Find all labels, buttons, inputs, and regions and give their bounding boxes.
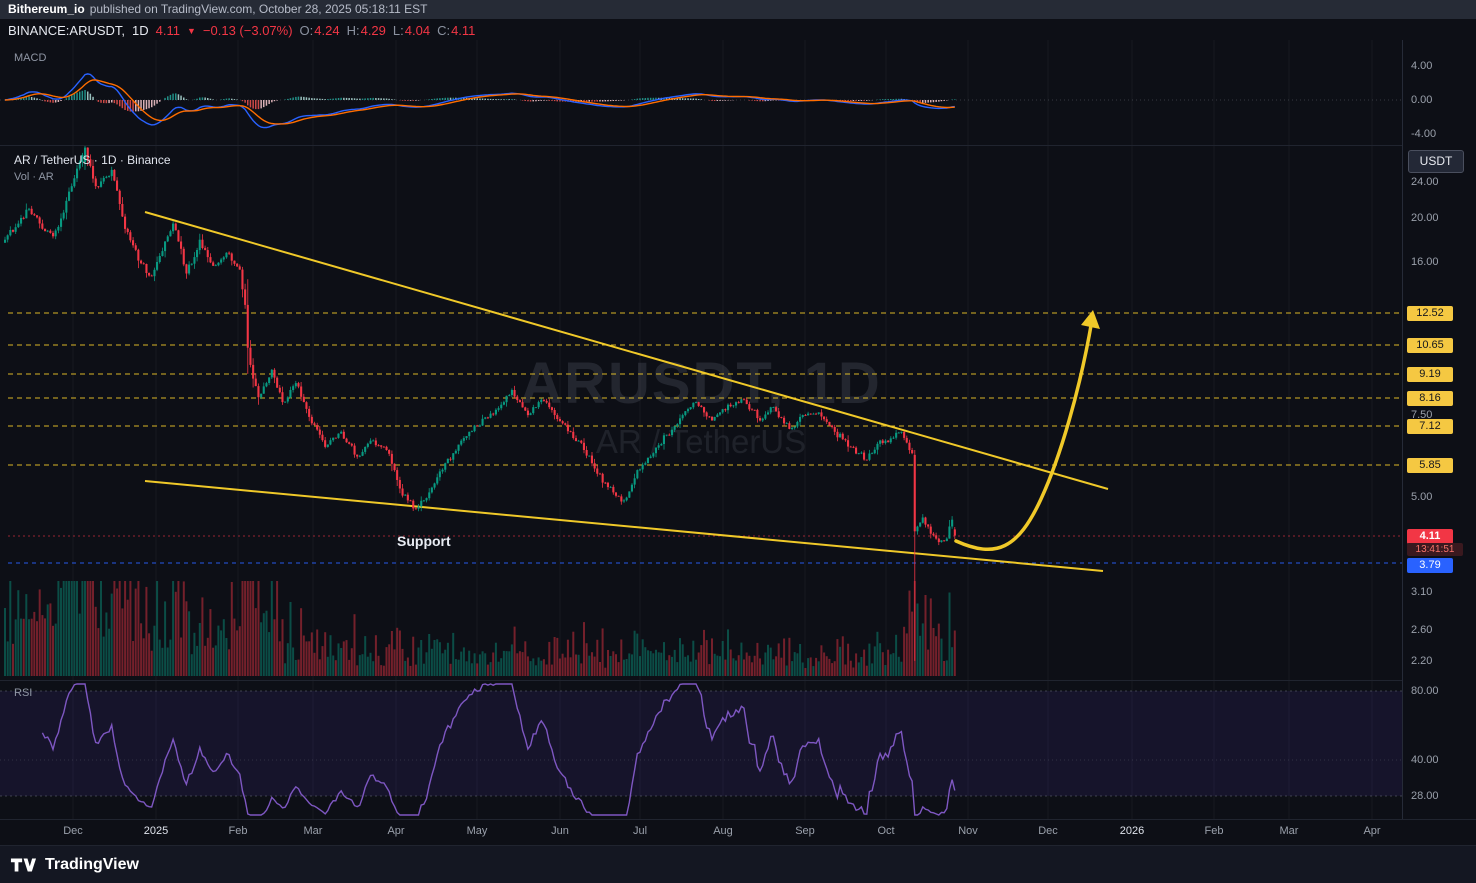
rsi-plot: [0, 683, 1402, 816]
time-axis-label: Dec: [63, 825, 83, 837]
projection-arrow: [954, 318, 1094, 551]
time-axis-label: Apr: [387, 825, 405, 837]
high-label: H:: [346, 22, 360, 38]
rsi-scale-tick: 28.00: [1411, 790, 1439, 802]
price-scale-tick: 2.60: [1411, 624, 1433, 636]
rsi-scale-tick: 40.00: [1411, 754, 1439, 766]
rsi-pane-label[interactable]: RSI: [14, 687, 33, 699]
open-value: 4.24: [314, 22, 340, 38]
close-label: C:: [437, 22, 451, 38]
symbol-price-change: −0.13 (−3.07%): [202, 22, 293, 38]
price-level-badge[interactable]: 5.85: [1407, 457, 1453, 473]
price-level-badge[interactable]: 9.19: [1407, 366, 1453, 382]
close-value: 4.11: [451, 22, 476, 38]
candles: [4, 146, 956, 661]
tradingview-brand-text[interactable]: TradingView: [45, 855, 139, 873]
macd-scale-tick: 4.00: [1411, 60, 1433, 72]
price-level-badge[interactable]: 7.12: [1407, 418, 1453, 434]
main-pane-title[interactable]: AR / TetherUS · 1D · Binance: [14, 153, 171, 167]
chart-canvas[interactable]: [0, 40, 1402, 845]
macd-plot: [0, 73, 1402, 129]
support-price-badge[interactable]: 3.79: [1407, 557, 1453, 573]
time-axis-label: Dec: [1038, 825, 1058, 837]
publish-info: published on TradingView.com, October 28…: [89, 2, 428, 16]
time-axis-label: Nov: [958, 825, 978, 837]
time-axis-label: Aug: [713, 825, 733, 837]
projection-arrowhead: [1081, 310, 1100, 329]
rsi-scale-tick: 80.00: [1411, 685, 1439, 697]
time-axis-label: Mar: [303, 825, 323, 837]
ohlc-open: O: 4.24: [300, 23, 340, 38]
footer-bar: TradingView: [0, 845, 1476, 883]
price-scale-tick: 24.00: [1411, 176, 1439, 188]
symbol-interval[interactable]: 1D: [132, 22, 149, 38]
time-axis-label: Feb: [228, 825, 248, 837]
time-axis-label: Sep: [795, 825, 815, 837]
ohlc-close: C: 4.11: [437, 23, 475, 38]
low-value: 4.04: [404, 22, 431, 38]
time-axis-label: Jun: [551, 825, 569, 837]
high-value: 4.29: [360, 22, 386, 38]
price-scale-tick: 16.00: [1411, 256, 1439, 268]
time-axis-label: Mar: [1279, 825, 1299, 837]
price-scale-tick: 7.50: [1411, 409, 1433, 421]
price-scale[interactable]: USDT 4.00 0.00 -4.00 24.00 20.00 16.00 7.50 5.0…: [1402, 40, 1476, 819]
price-level-badge[interactable]: 10.65: [1407, 337, 1453, 353]
publisher-username[interactable]: Bithereum_io: [8, 2, 85, 16]
time-axis-label: Oct: [877, 825, 895, 837]
ohlc-low: L: 4.04: [393, 23, 430, 38]
time-axis-label: May: [466, 825, 488, 837]
price-scale-tick: 3.10: [1411, 586, 1433, 598]
publish-bar: Bithereum_io published on TradingView.com…: [0, 0, 1476, 19]
bar-countdown-badge[interactable]: 13:41:51: [1407, 542, 1463, 556]
time-axis-label: Feb: [1204, 825, 1224, 837]
price-scale-tick: 2.20: [1411, 655, 1433, 667]
volume-bars: [4, 581, 956, 676]
symbol-last-price: 4.11: [155, 22, 180, 38]
currency-toggle-button[interactable]: USDT: [1408, 150, 1464, 173]
symbol-info-bar: BINANCE:ARUSDT, 1D 4.11 ▼ −0.13 (−3.07%)…: [8, 21, 475, 39]
symbol-name[interactable]: BINANCE:ARUSDT,: [8, 22, 126, 38]
price-level-badge[interactable]: 12.52: [1407, 305, 1453, 321]
time-axis-year-label: 2025: [143, 825, 169, 837]
time-axis-year-label: 2026: [1119, 825, 1145, 837]
tradingview-logo-icon[interactable]: [10, 855, 38, 875]
macd-scale-tick: 0.00: [1411, 94, 1433, 106]
volume-indicator-label[interactable]: Vol · AR: [14, 171, 54, 183]
open-label: O:: [299, 22, 314, 38]
ohlc-high: H: 4.29: [347, 23, 386, 38]
macd-pane-label[interactable]: MACD: [14, 52, 47, 64]
time-axis-label: Jul: [632, 825, 648, 837]
low-label: L:: [392, 22, 404, 38]
price-scale-tick: 5.00: [1411, 491, 1433, 503]
last-price-badge[interactable]: 4.11: [1407, 528, 1453, 544]
price-level-badge[interactable]: 8.16: [1407, 390, 1453, 406]
support-annotation[interactable]: Support: [397, 533, 451, 549]
price-scale-tick: 20.00: [1411, 212, 1439, 224]
change-direction-icon: ▼: [187, 26, 196, 36]
time-scale[interactable]: Dec 2025 Feb Mar Apr May Jun Jul Aug Sep Oct Nov Dec…: [0, 819, 1476, 845]
time-axis-label: Apr: [1363, 825, 1381, 837]
macd-scale-tick: -4.00: [1411, 128, 1437, 140]
